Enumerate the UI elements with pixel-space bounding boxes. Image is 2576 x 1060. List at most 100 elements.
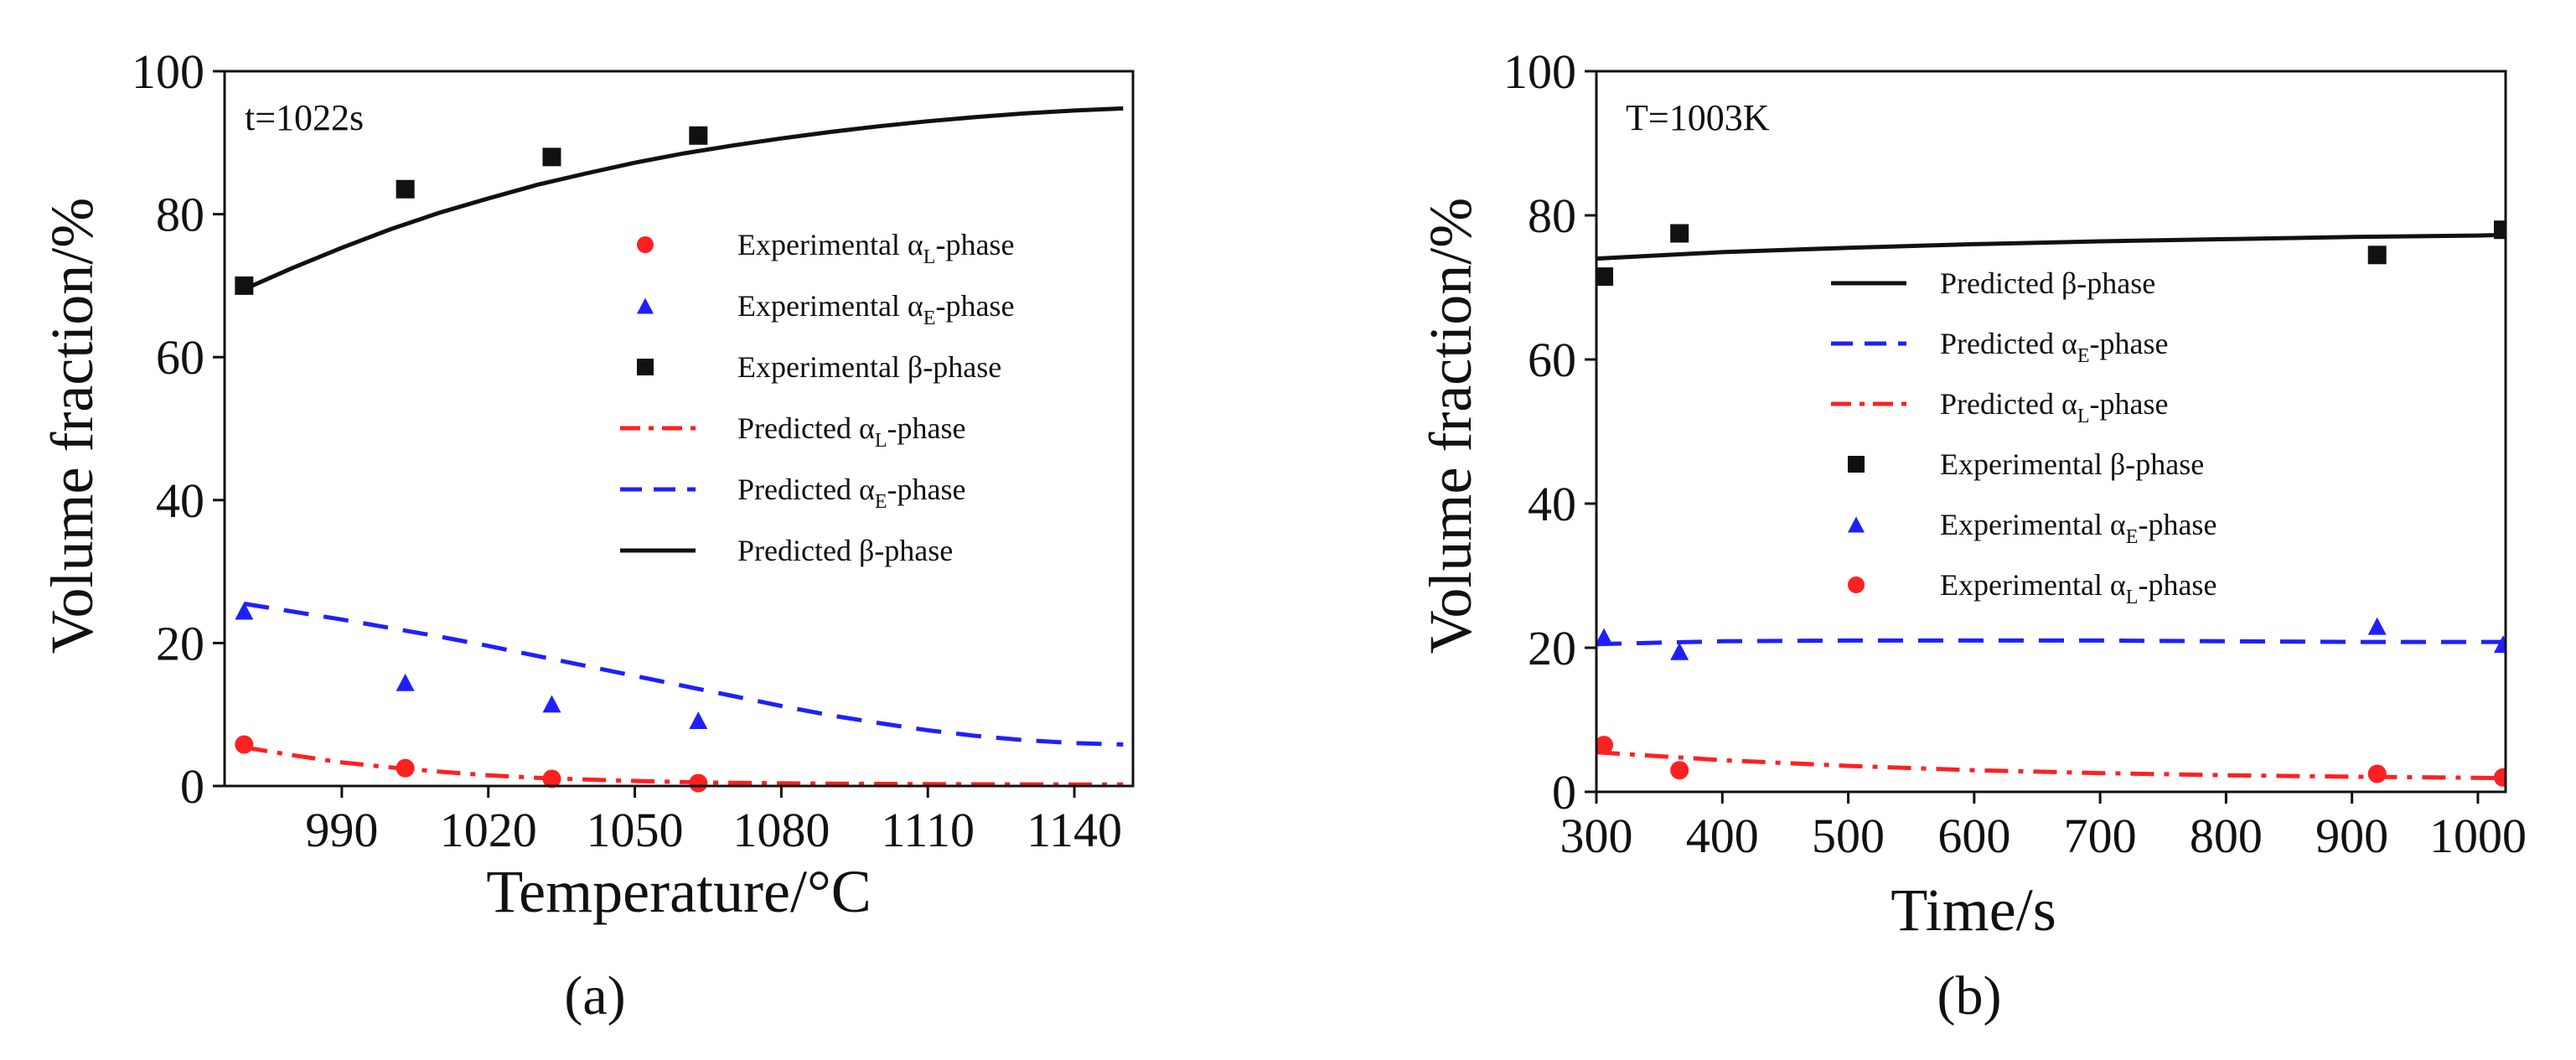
chart1-data-point [1596, 736, 1614, 755]
chart1-legend-label: Predicted β-phase [1940, 266, 2155, 300]
chart1-legend-label: Predicted αL-phase [1940, 387, 2168, 427]
chart1-data-point [2367, 246, 2387, 265]
chart1-data-point [2367, 764, 2387, 783]
chart0-legend-item: Experimental β-phase [637, 350, 1001, 384]
chart1-y-tick-label: 80 [1528, 189, 1576, 243]
chart1-data-point [2493, 768, 2506, 787]
chart0-legend: Experimental αL-phase Experimental αE-pha… [620, 228, 1014, 567]
chart1-x-tick-label: 300 [1560, 809, 1633, 863]
chart1-data-point [2493, 220, 2506, 240]
chart0-series-line [243, 106, 1124, 292]
panel-a: 990 1020 1050 1080 1110 1140 0 20 40 60 80 100 Tempe… [39, 44, 1135, 1026]
chart1-y-tick-label: 20 [1528, 621, 1576, 675]
chart1-legend-item: Predicted β-phase [1831, 266, 2155, 300]
chart0-x-tick-label: 1020 [440, 803, 537, 857]
chart0-y-axis-title: Volume fraction/% [39, 198, 106, 654]
chart1-series-line [1596, 232, 2506, 261]
chart0-legend-item: Experimental αE-phase [637, 289, 1014, 329]
chart0-y-tick-label: 100 [132, 44, 204, 99]
chart1-y-axis-title: Volume fraction/% [1417, 198, 1484, 654]
chart0-legend-label: Predicted αL-phase [737, 411, 965, 452]
chart0-legend-label: Experimental αE-phase [737, 289, 1014, 329]
chart0-legend-swatch [637, 236, 654, 253]
chart0-plot-area [235, 106, 1124, 793]
chart1-legend: Predicted β-phase Predicted αE-phase Predi… [1831, 266, 2216, 608]
chart0-legend-swatch [637, 297, 654, 314]
chart0-legend-item: Experimental αL-phase [637, 228, 1014, 268]
chart1-data-point [2493, 635, 2506, 654]
chart0-data-point [396, 758, 415, 778]
chart0-data-point [542, 769, 561, 789]
chart0-y-tick-label: 20 [156, 616, 204, 670]
chart1-y-tick-label: 0 [1552, 765, 1576, 820]
chart1-data-point [1670, 761, 1689, 780]
chart1-x-tick-label: 600 [1937, 809, 2010, 863]
chart0-y-tick-label: 40 [156, 473, 204, 528]
chart1-legend-item: Predicted αE-phase [1831, 327, 2168, 367]
chart0-panel-label: (a) [564, 965, 625, 1026]
chart1-x-tick-label: 1000 [2429, 809, 2527, 863]
chart0-data-point [689, 711, 708, 729]
chart1-axes-frame [1595, 70, 2507, 794]
chart0-y-tick-label: 80 [156, 188, 204, 242]
chart1-legend-item: Experimental αL-phase [1848, 568, 2216, 608]
chart0-legend-item: Predicted αL-phase [620, 411, 965, 452]
chart0-x-tick-label: 1110 [881, 803, 975, 857]
chart0-legend-swatch [637, 359, 654, 375]
chart1-x-tick-label: 900 [2315, 809, 2388, 863]
chart0-legend-item: Predicted αE-phase [620, 473, 965, 513]
chart1-y-tick-label: 100 [1503, 44, 1576, 99]
chart1-data-point [1596, 628, 1614, 646]
chart1-data-point [1670, 642, 1689, 660]
chart1-y-tick-label: 40 [1528, 477, 1576, 531]
chart0-data-point [235, 735, 254, 754]
chart0-data-point [689, 126, 708, 145]
chart0-data-point [542, 695, 561, 713]
chart0-condition-annotation: t=1022s [245, 97, 364, 138]
chart1-legend-swatch [1848, 577, 1865, 593]
chart0-y-tick-label: 60 [156, 330, 204, 385]
chart1-x-tick-label: 800 [2190, 809, 2263, 863]
chart0-axes-frame [223, 70, 1135, 788]
chart1-legend-label: Experimental αL-phase [1940, 568, 2216, 608]
chart1-panel-label: (b) [1937, 965, 2002, 1026]
chart0-x-axis-title: Temperature/°C [486, 858, 872, 925]
chart1-x-axis-title: Time/s [1891, 876, 2056, 944]
chart1-x-tick-label: 400 [1686, 809, 1759, 863]
chart1-x-tick-label: 700 [2064, 809, 2137, 863]
chart0-legend-label: Experimental β-phase [737, 350, 1001, 384]
chart1-condition-annotation: T=1003K [1626, 97, 1770, 138]
chart1-legend-swatch [1848, 456, 1865, 473]
chart0-data-point [689, 773, 708, 793]
chart0-series-line [243, 745, 1124, 787]
chart1-series-line [1596, 638, 2506, 647]
chart1-y-tick-label: 60 [1528, 333, 1576, 387]
chart0-data-point [235, 276, 254, 295]
chart1-legend-item: Experimental β-phase [1848, 447, 2204, 481]
chart0-legend-label: Experimental αL-phase [737, 228, 1014, 268]
chart1-legend-item: Predicted αL-phase [1831, 387, 2168, 427]
chart0-x-tick-label: 1080 [732, 803, 830, 857]
chart0-x-tick-label: 1050 [587, 803, 684, 857]
chart1-legend-item: Experimental αE-phase [1848, 508, 2216, 548]
chart0-x-tick-label: 1140 [1027, 803, 1122, 857]
chart0-legend-item: Predicted β-phase [620, 534, 953, 567]
chart0-data-point [396, 673, 415, 691]
chart0-data-point [542, 147, 561, 167]
chart1-legend-label: Experimental αE-phase [1940, 508, 2216, 548]
chart1-data-point [2367, 617, 2387, 635]
chart1-series-line [1596, 750, 2506, 781]
chart0-x-tick-label: 990 [305, 803, 378, 857]
chart1-legend-swatch [1848, 516, 1865, 533]
chart0-data-point [235, 602, 254, 620]
chart1-plot-area [1596, 220, 2506, 787]
chart0-legend-label: Predicted αE-phase [737, 473, 965, 513]
chart0-y-tick-label: 0 [180, 759, 204, 814]
chart0-data-point [396, 179, 415, 199]
panel-b: 300 400 500 600 700 800 900 1000 0 20 40 60 80 100 Tim… [1417, 44, 2527, 1026]
chart1-data-point [1670, 224, 1689, 243]
chart0-legend-label: Predicted β-phase [737, 534, 953, 567]
chart1-data-point [1596, 267, 1614, 287]
chart1-legend-label: Experimental β-phase [1940, 447, 2204, 481]
